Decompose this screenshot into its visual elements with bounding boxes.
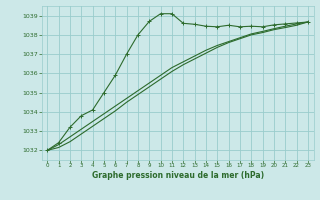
X-axis label: Graphe pression niveau de la mer (hPa): Graphe pression niveau de la mer (hPa): [92, 171, 264, 180]
